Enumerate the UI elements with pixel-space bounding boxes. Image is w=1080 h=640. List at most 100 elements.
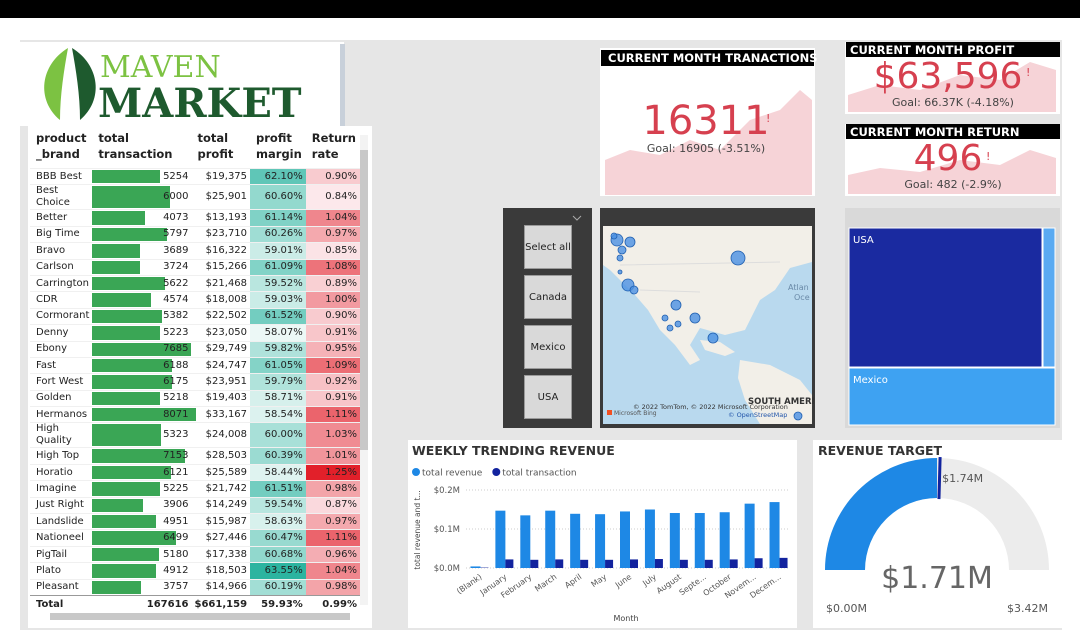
margin-cell: 62.10% [250,167,306,185]
table-row[interactable]: BBB Best 5254 $19,375 62.10% 0.90% [30,167,360,185]
brand-cell: Golden [30,389,93,407]
return-cell: 0.85% [305,242,360,260]
x-axis-title: Month [613,614,638,623]
bing-logo [607,410,612,415]
gauge-value [825,458,937,570]
slicer-button[interactable]: Mexico [524,325,572,369]
slicer-button[interactable]: USA [524,375,572,419]
transaction-cell: 5225 [92,480,192,498]
margin-cell: 61.09% [250,258,306,276]
table-row[interactable]: Denny 5223 $23,050 58.07% 0.91% [30,324,360,342]
brand-table: product _brand total transaction total pro… [30,128,360,615]
transaction-value: 6499 [163,532,189,544]
transaction-value: 5797 [163,228,189,240]
bar [545,510,556,568]
table-row[interactable]: Ebony 7685 $29,749 59.82% 0.95% [30,340,360,358]
gauge-target [937,457,942,500]
return-cell: 0.97% [305,225,360,243]
transaction-bar [92,408,197,422]
transaction-cell: 7685 [92,340,192,358]
transaction-value: 4073 [163,212,189,224]
treemap-cell[interactable] [848,227,1043,368]
map-land [738,360,812,424]
brand-cell: CDR [30,291,93,309]
transaction-value: 3724 [163,261,189,273]
table-row[interactable]: Carrington 5622 $21,468 59.52% 0.89% [30,274,360,292]
table-row[interactable]: Pleasant 3757 $14,966 60.19% 0.98% [30,578,360,596]
table-row[interactable]: Plato 4912 $18,503 63.55% 1.04% [30,562,360,580]
table-row[interactable]: High Quality 5323 $24,008 60.00% 1.03% [30,422,360,448]
return-cell: 0.92% [305,373,360,391]
gauge-min-label: $0.00M [826,602,867,615]
return-cell: 0.95% [305,340,360,358]
transaction-value: 3689 [163,244,189,256]
profit-cell: $24,747 [191,356,251,374]
column-header[interactable]: product _brand [36,131,87,161]
leaf [72,48,96,120]
table-row[interactable]: High Top 7153 $28,503 60.39% 1.01% [30,447,360,465]
table-row[interactable]: Hermanos 8071 $33,167 58.54% 1.11% [30,406,360,423]
table-row[interactable]: Fast 6188 $24,747 61.05% 1.09% [30,356,360,374]
treemap-cell[interactable] [848,367,1056,426]
bar [630,559,638,568]
transaction-bar [92,244,140,258]
margin-cell: 60.26% [250,225,306,243]
column-header[interactable]: total transaction [98,131,173,161]
transaction-bar [92,326,160,340]
treemap-cell[interactable] [1042,227,1056,368]
table-row[interactable]: Carlson 3724 $15,266 61.09% 1.08% [30,258,360,276]
bar [570,513,581,568]
table-row[interactable]: Horatio 6121 $25,589 58.44% 1.25% [30,463,360,481]
slicer-button[interactable]: Select all [524,225,572,269]
transaction-bar [92,515,157,529]
table-row[interactable]: Just Right 3906 $14,249 59.54% 0.87% [30,496,360,514]
brand-cell: Best Choice [30,184,93,210]
transaction-cell: 4574 [92,291,192,309]
margin-cell: 58.44% [250,463,306,481]
table-row[interactable]: Bravo 3689 $16,322 59.01% 0.85% [30,242,360,260]
table-row[interactable]: PigTail 5180 $17,338 60.68% 0.96% [30,545,360,563]
scroll-thumb [360,150,368,450]
brand-cell: Denny [30,324,93,342]
map-label: Atlan [788,283,809,292]
slicer-button[interactable]: Canada [524,275,572,319]
column-header[interactable]: Return rate [311,131,356,161]
transaction-cell: 5223 [92,324,192,342]
margin-cell: 58.63% [250,513,306,530]
y-tick-label: $0.0M [434,564,460,574]
table-row[interactable]: Golden 5218 $19,403 58.71% 0.91% [30,389,360,407]
profit-cell: $29,749 [191,340,251,358]
profit-cell: $18,503 [191,562,251,580]
bar [654,559,663,568]
table-row[interactable]: Best Choice 6000 $25,901 60.60% 0.84% [30,184,360,210]
table-row[interactable]: Cormorant 5382 $22,502 61.52% 0.90% [30,307,360,325]
map-credit: © 2022 TomTom, © 2022 Microsoft Corporat… [633,403,788,411]
table-row[interactable]: Big Time 5797 $23,710 60.26% 0.97% [30,225,360,243]
transaction-bar [92,186,170,209]
profit-cell: $21,742 [191,480,251,498]
return-cell: 1.25% [305,463,360,481]
top-bar [0,0,1080,18]
return-cell: 0.90% [305,167,360,185]
column-header[interactable]: profit margin [256,131,302,161]
legend-dot [412,468,420,476]
h-scroll-thumb [50,613,350,620]
table-row[interactable]: Nationeel 6499 $27,446 60.47% 1.11% [30,529,360,547]
transaction-cell: 6000 [92,184,192,210]
transaction-bar [92,309,162,324]
table-row[interactable]: Landslide 4951 $15,987 58.63% 0.97% [30,513,360,530]
transaction-value: 7153 [163,450,189,462]
table-row[interactable]: Fort West 6175 $23,951 59.79% 0.92% [30,373,360,391]
return-cell: 1.11% [305,406,360,423]
table-row[interactable]: Better 4073 $13,193 61.14% 1.04% [30,209,360,227]
bar [769,502,780,568]
bar [704,559,713,568]
transaction-value: 4574 [163,294,189,306]
column-header[interactable]: total profit [197,131,234,161]
table-row[interactable]: CDR 4574 $18,008 59.03% 1.00% [30,291,360,309]
kpi-title: CURRENT MONTH RETURN [850,125,1020,139]
table-row[interactable]: Imagine 5225 $21,742 61.51% 0.98% [30,480,360,498]
bar [605,559,614,568]
brand-cell: Carlson [30,258,93,276]
transaction-cell: 6188 [92,356,192,374]
